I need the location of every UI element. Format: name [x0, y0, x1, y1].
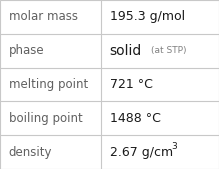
Text: melting point: melting point: [9, 78, 88, 91]
Text: (at STP): (at STP): [151, 46, 187, 55]
Text: 3: 3: [171, 141, 177, 151]
Text: density: density: [9, 146, 52, 159]
Text: 195.3 g/mol: 195.3 g/mol: [110, 10, 185, 23]
Text: 1488 °C: 1488 °C: [110, 112, 160, 125]
Text: 721 °C: 721 °C: [110, 78, 152, 91]
Text: solid: solid: [110, 44, 142, 58]
Text: molar mass: molar mass: [9, 10, 78, 23]
Text: boiling point: boiling point: [9, 112, 83, 125]
Text: phase: phase: [9, 44, 44, 57]
Text: 2.67 g/cm: 2.67 g/cm: [110, 146, 173, 159]
